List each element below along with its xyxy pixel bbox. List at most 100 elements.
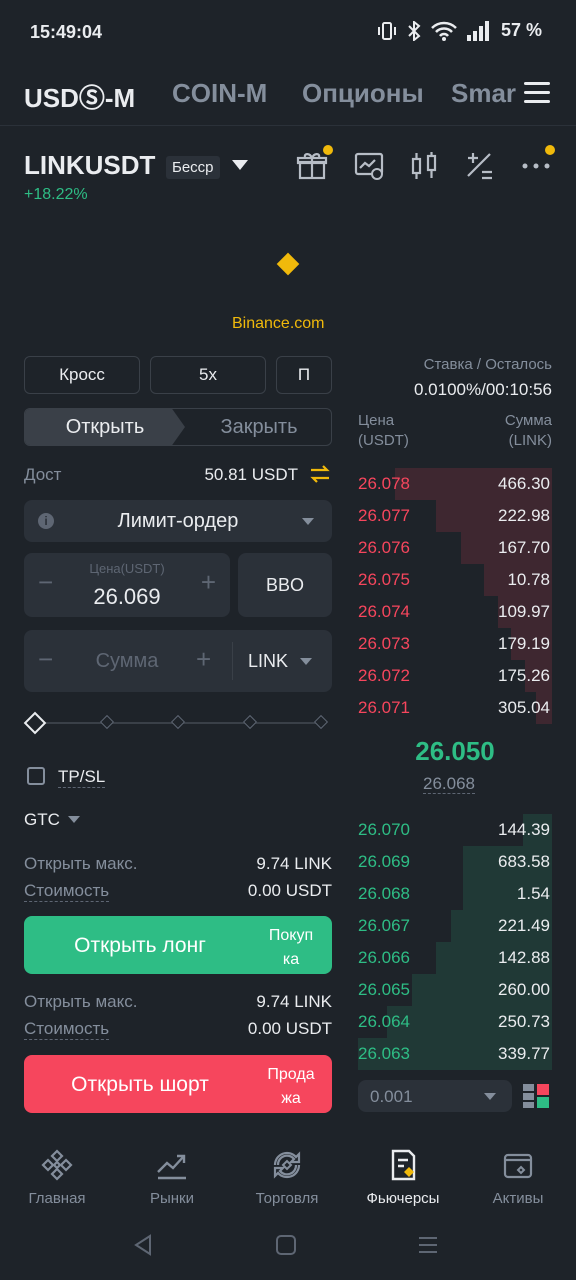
amount-unit[interactable]: LINK bbox=[248, 651, 289, 671]
tpsl-label[interactable]: TP/SL bbox=[58, 767, 106, 788]
slider-handle[interactable] bbox=[23, 711, 47, 735]
open-long-button[interactable]: Открыть лонг Покуп ка bbox=[24, 916, 332, 974]
orderbook-layout-icon[interactable] bbox=[522, 1082, 550, 1110]
ask-row[interactable]: 26.071 305.04 bbox=[358, 692, 552, 724]
signal-icon bbox=[466, 20, 489, 41]
open-short-button[interactable]: Открыть шорт Прода жа bbox=[24, 1055, 332, 1113]
price-input[interactable]: − Цена(USDT) 26.069 + bbox=[24, 553, 230, 617]
tab-open[interactable]: Открыть bbox=[25, 409, 185, 445]
trade-exchange-icon bbox=[273, 1151, 301, 1179]
tab-coin-m[interactable]: COIN-M bbox=[172, 78, 268, 108]
futures-type-tabs: USDⓈ-M COIN-M Опционы Smar bbox=[0, 64, 576, 126]
bid-depth-bar bbox=[451, 910, 552, 942]
system-nav-bar bbox=[0, 1218, 576, 1280]
bid-depth-bar bbox=[463, 846, 552, 878]
bid-depth-bar bbox=[436, 942, 552, 974]
short-cost-value: 0.00 USDT bbox=[247, 1019, 332, 1038]
ask-price: 26.076 bbox=[358, 538, 410, 557]
nav-futures[interactable]: Фьючерсы bbox=[348, 1148, 458, 1207]
ask-row[interactable]: 26.074 109.97 bbox=[358, 596, 552, 628]
nav-trade[interactable]: Торговля bbox=[232, 1148, 342, 1207]
ask-row[interactable]: 26.075 10.78 bbox=[358, 564, 552, 596]
bbo-button[interactable]: BBO bbox=[238, 553, 332, 617]
symbol-name[interactable]: LINKUSDT bbox=[24, 150, 156, 180]
tab-usds-m[interactable]: USDⓈ-M bbox=[24, 83, 136, 113]
ask-depth-bar bbox=[525, 660, 552, 692]
home-icon[interactable] bbox=[275, 1234, 297, 1256]
ask-depth-bar bbox=[484, 564, 552, 596]
bid-size: 250.73 bbox=[498, 1012, 550, 1031]
margin-mode-button[interactable]: Кросс bbox=[24, 356, 140, 394]
more-icon[interactable] bbox=[520, 150, 552, 182]
amount-unit-caret-icon[interactable] bbox=[300, 658, 312, 665]
wifi-icon bbox=[431, 21, 457, 41]
order-type-caret-icon bbox=[302, 518, 314, 525]
time-in-force[interactable]: GTC bbox=[24, 810, 60, 829]
menu-icon[interactable] bbox=[524, 82, 550, 104]
mark-price-value: 26.068 bbox=[423, 774, 475, 794]
transfer-icon[interactable] bbox=[309, 464, 331, 484]
ask-row[interactable]: 26.078 466.30 bbox=[358, 468, 552, 500]
ask-row[interactable]: 26.076 167.70 bbox=[358, 532, 552, 564]
binance-home-icon bbox=[41, 1149, 73, 1181]
bid-price: 26.069 bbox=[358, 852, 410, 871]
ask-row[interactable]: 26.077 222.98 bbox=[358, 500, 552, 532]
ask-depth-bar bbox=[461, 532, 552, 564]
tab-options[interactable]: Опционы bbox=[302, 78, 424, 108]
order-type-select[interactable]: i Лимит-ордер bbox=[24, 500, 332, 542]
nav-assets[interactable]: Активы bbox=[463, 1148, 573, 1207]
slider-step-100[interactable] bbox=[313, 714, 329, 730]
last-price[interactable]: 26.050 bbox=[415, 736, 495, 766]
amount-input[interactable]: − Сумма + LINK bbox=[24, 630, 332, 692]
tab-smart[interactable]: Smar bbox=[451, 78, 517, 108]
tif-caret-icon[interactable] bbox=[68, 816, 80, 823]
bid-row[interactable]: 26.070 144.39 bbox=[358, 814, 552, 846]
ask-depth-bar bbox=[511, 628, 552, 660]
bid-depth-bar bbox=[523, 814, 552, 846]
bid-size: 221.49 bbox=[498, 916, 550, 935]
recents-icon[interactable] bbox=[417, 1234, 439, 1256]
amount-decrease-icon[interactable]: − bbox=[38, 644, 54, 674]
slider-step-75[interactable] bbox=[242, 714, 258, 730]
bid-row[interactable]: 26.067 221.49 bbox=[358, 910, 552, 942]
depth-step-select[interactable]: 0.001 bbox=[358, 1080, 512, 1112]
price-decrease-icon[interactable]: − bbox=[38, 567, 54, 597]
bid-row[interactable]: 26.069 683.58 bbox=[358, 846, 552, 878]
short-cost-label[interactable]: Стоимость bbox=[24, 1019, 110, 1040]
order-type-value: Лимит-ордер bbox=[117, 510, 239, 532]
tab-close[interactable]: Закрыть bbox=[220, 415, 298, 438]
bid-row[interactable]: 26.066 142.88 bbox=[358, 942, 552, 974]
slider-step-50[interactable] bbox=[170, 714, 186, 730]
bid-row[interactable]: 26.065 260.00 bbox=[358, 974, 552, 1006]
amount-increase-icon[interactable]: + bbox=[196, 644, 212, 674]
funding-label: Ставка / Осталось bbox=[423, 356, 552, 373]
bid-row[interactable]: 26.068 1.54 bbox=[358, 878, 552, 910]
nav-markets[interactable]: Рынки bbox=[117, 1148, 227, 1207]
nav-home[interactable]: Главная bbox=[2, 1148, 112, 1207]
back-icon[interactable] bbox=[132, 1234, 154, 1256]
leverage-button[interactable]: 5x bbox=[150, 356, 266, 394]
battery-level: 57 % bbox=[500, 20, 542, 40]
bid-row[interactable]: 26.064 250.73 bbox=[358, 1006, 552, 1038]
candlestick-icon[interactable] bbox=[408, 150, 440, 182]
slider-step-25[interactable] bbox=[99, 714, 115, 730]
bid-depth-bar bbox=[387, 1006, 552, 1038]
ask-size: 10.78 bbox=[507, 570, 550, 589]
bid-price: 26.063 bbox=[358, 1044, 410, 1063]
ask-size: 109.97 bbox=[498, 602, 550, 621]
bid-row[interactable]: 26.063 339.77 bbox=[358, 1038, 552, 1070]
symbol-caret-icon[interactable] bbox=[232, 160, 248, 170]
long-cost-label[interactable]: Стоимость bbox=[24, 881, 110, 902]
calculator-icon[interactable] bbox=[464, 150, 496, 182]
ask-price: 26.078 bbox=[358, 474, 410, 493]
gift-icon[interactable] bbox=[296, 150, 328, 182]
ask-row[interactable]: 26.072 175.26 bbox=[358, 660, 552, 692]
price-increase-icon[interactable]: + bbox=[200, 567, 216, 597]
info-icon[interactable]: i bbox=[38, 513, 54, 529]
chart-settings-icon[interactable] bbox=[353, 150, 385, 182]
position-mode-button[interactable]: П bbox=[276, 356, 332, 394]
ask-row[interactable]: 26.073 179.19 bbox=[358, 628, 552, 660]
wallet-icon bbox=[503, 1153, 533, 1179]
bid-price: 26.064 bbox=[358, 1012, 410, 1031]
tpsl-checkbox[interactable] bbox=[27, 767, 45, 785]
